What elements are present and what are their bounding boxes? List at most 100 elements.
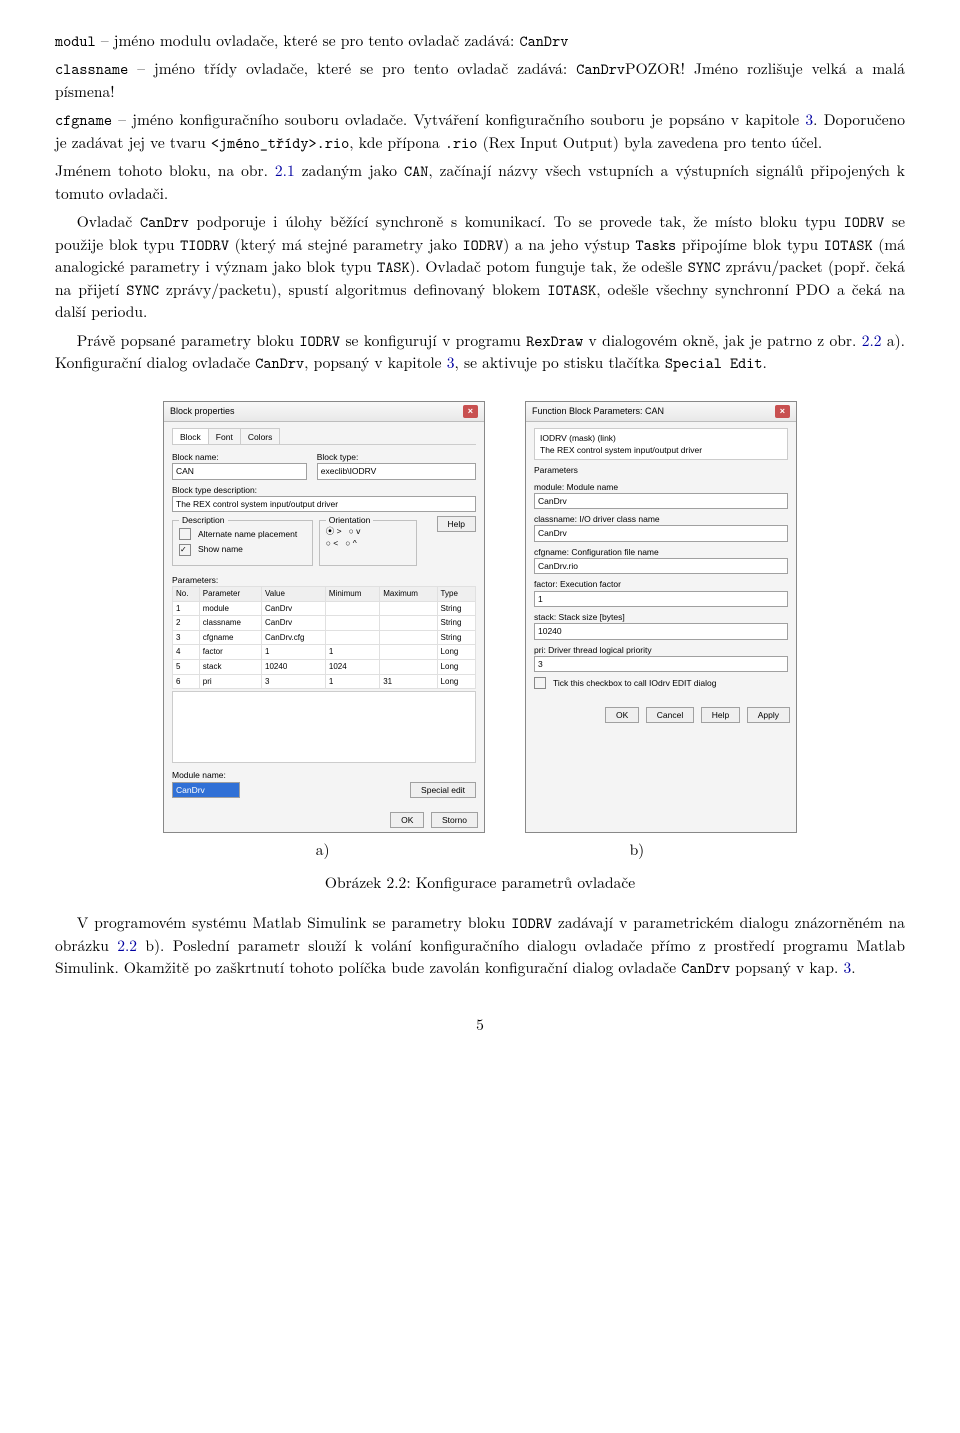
help-button[interactable]: Help: [701, 707, 740, 723]
p4-code: CAN: [404, 160, 428, 181]
table-cell: [380, 645, 437, 660]
dialog-a-footer: OK Storno: [164, 808, 484, 832]
table-cell: CanDrv: [262, 601, 326, 616]
p3c: , kde přípona: [349, 132, 445, 153]
fig22-link[interactable]: 2.2: [862, 330, 882, 351]
para-classname: classname – jméno třídy ovladače, které …: [55, 58, 905, 103]
table-row[interactable]: 3cfgnameCanDrv.cfgString: [173, 630, 476, 645]
close-icon[interactable]: ×: [463, 405, 478, 418]
table-row[interactable]: 5stack102401024Long: [173, 660, 476, 675]
term-modul: modul: [55, 30, 96, 51]
iodrv-desc-label: The REX control system input/output driv…: [540, 444, 782, 456]
params-label: Parameters:: [172, 574, 476, 586]
module-input[interactable]: CanDrv: [534, 493, 788, 509]
p6c: v dialogovém okně, jak je patrno z obr.: [583, 330, 862, 351]
p7e: .: [851, 957, 855, 978]
dialog-function-block: Function Block Parameters: CAN × IODRV (…: [525, 401, 797, 834]
p6a: Právě popsané parametry bloku: [77, 330, 300, 351]
blocktype-input[interactable]: execlib\IODRV: [317, 463, 476, 479]
edit-dialog-label: Tick this checkbox to call IOdrv EDIT di…: [553, 677, 716, 689]
tab-font[interactable]: Font: [208, 428, 241, 444]
blockname-input[interactable]: CAN: [172, 463, 307, 479]
btd-label: Block type description:: [172, 484, 476, 496]
p7c2: CanDrv: [681, 957, 730, 978]
fig21-link[interactable]: 2.1: [275, 160, 295, 181]
table-cell: pri: [199, 674, 261, 689]
term-classname: classname: [55, 58, 128, 79]
apply-button[interactable]: Apply: [747, 707, 790, 723]
table-cell: 1: [262, 645, 326, 660]
dialog-block-properties: Block properties × BlockFontColors Block…: [163, 401, 485, 834]
p5c1: CanDrv: [140, 211, 189, 232]
params-table-space: [172, 691, 476, 763]
table-cell: [325, 630, 379, 645]
p2a: – jméno třídy ovladače, které se pro ten…: [128, 58, 576, 79]
cancel-button[interactable]: Cancel: [646, 707, 694, 723]
p5c2: IODRV: [844, 211, 885, 232]
ok-button[interactable]: OK: [605, 707, 639, 723]
stack-label: stack: Stack size [bytes]: [534, 611, 788, 623]
p4a: Jménem tohoto bloku, na obr.: [55, 160, 275, 181]
factor-label: factor: Execution factor: [534, 578, 788, 590]
table-col: No.: [173, 587, 200, 602]
tab-block[interactable]: Block: [172, 428, 209, 444]
blocktype-label: Block type:: [317, 451, 476, 463]
pri-input[interactable]: 3: [534, 656, 788, 672]
chap3-link[interactable]: 3: [805, 109, 813, 130]
p1-rest: – jméno modulu ovladače, které se pro te…: [96, 30, 520, 51]
table-col: Value: [262, 587, 326, 602]
para-blockname: Jménem tohoto bloku, na obr. 2.1 zadaným…: [55, 160, 905, 205]
cfgname-input[interactable]: CanDrv.rio: [534, 558, 788, 574]
dialog-b-footer: OK Cancel Help Apply: [526, 703, 796, 727]
table-col: Type: [437, 587, 475, 602]
table-cell: factor: [199, 645, 261, 660]
table-cell: 1: [325, 645, 379, 660]
p3d: (Rex Input Output) byla zavedena pro ten…: [477, 132, 822, 153]
figure-caption: Obrázek 2.2: Konfigurace parametrů ovlad…: [55, 872, 905, 894]
table-row[interactable]: 2classnameCanDrvString: [173, 616, 476, 631]
edit-dialog-checkbox[interactable]: [534, 677, 546, 689]
p5h: ). Ovladač potom funguje tak, že odešle: [410, 256, 688, 277]
tab-colors[interactable]: Colors: [240, 428, 281, 444]
subcap-b: b): [630, 839, 645, 861]
table-cell: String: [437, 630, 475, 645]
help-button[interactable]: Help: [437, 516, 476, 532]
p6g: .: [763, 352, 767, 373]
table-cell: 10240: [262, 660, 326, 675]
table-cell: [325, 616, 379, 631]
orient-group: Orientation: [326, 514, 374, 526]
close-icon[interactable]: ×: [775, 405, 790, 418]
table-row[interactable]: 6pri3131Long: [173, 674, 476, 689]
table-cell: 2: [173, 616, 200, 631]
p5c9: SYNC: [126, 279, 159, 300]
table-cell: String: [437, 601, 475, 616]
show-checkbox[interactable]: [179, 544, 191, 556]
storno-button[interactable]: Storno: [431, 812, 478, 828]
para-canDrv-sync: Ovladač CanDrv podporuje i úlohy běžící …: [55, 211, 905, 323]
dialog-a-title: Block properties ×: [164, 402, 484, 422]
tabs: BlockFontColors: [172, 428, 476, 445]
iodrv-mask-label: IODRV (mask) (link): [540, 432, 782, 444]
fig22-link-2[interactable]: 2.2: [117, 935, 137, 956]
table-col: Minimum: [325, 587, 379, 602]
table-cell: 3: [173, 630, 200, 645]
table-cell: 31: [380, 674, 437, 689]
table-cell: [380, 616, 437, 631]
table-cell: [380, 630, 437, 645]
table-row[interactable]: 4factor11Long: [173, 645, 476, 660]
classname-input[interactable]: CanDrv: [534, 525, 788, 541]
p5j: zprávy/packetu), spustí algoritmus defin…: [159, 279, 547, 300]
modname-input[interactable]: CanDrv: [172, 782, 240, 798]
table-row[interactable]: 1moduleCanDrvString: [173, 601, 476, 616]
table-cell: 5: [173, 660, 200, 675]
table-cell: CanDrv.cfg: [262, 630, 326, 645]
stack-input[interactable]: 10240: [534, 623, 788, 639]
ok-button[interactable]: OK: [390, 812, 424, 828]
p6c2: RexDraw: [526, 330, 583, 351]
special-edit-button[interactable]: Special edit: [410, 782, 476, 798]
chap3-link-2[interactable]: 3: [447, 352, 455, 373]
factor-input[interactable]: 1: [534, 591, 788, 607]
para-cfgname: cfgname – jméno konfiguračního souboru o…: [55, 109, 905, 154]
p3-code2: .rio: [445, 132, 478, 153]
alt-checkbox[interactable]: [179, 528, 191, 540]
